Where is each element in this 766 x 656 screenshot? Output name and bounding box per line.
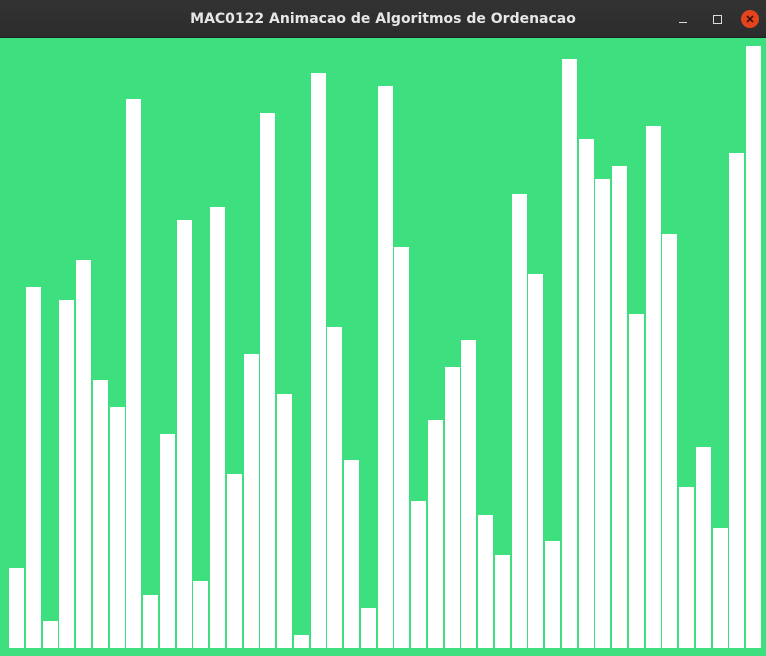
bar-17: [277, 394, 292, 648]
bar-15: [244, 354, 259, 648]
bar-33: [545, 541, 560, 648]
bar-2: [26, 287, 41, 648]
bar-3: [43, 621, 58, 648]
bar-30: [495, 555, 510, 648]
bar-29: [478, 515, 493, 648]
bar-44: [729, 153, 744, 648]
bar-45: [746, 46, 761, 648]
maximize-icon: [712, 14, 722, 24]
bar-26: [428, 420, 443, 648]
minimize-icon: [679, 21, 687, 23]
bar-24: [394, 247, 409, 648]
bar-36: [595, 179, 610, 648]
bar-34: [562, 59, 577, 648]
bar-43: [713, 528, 728, 648]
bar-4: [59, 300, 74, 648]
bar-8: [126, 99, 141, 648]
bar-14: [227, 474, 242, 648]
bar-21: [344, 460, 359, 648]
bar-39: [646, 126, 661, 648]
bar-10: [160, 434, 175, 648]
bar-38: [629, 314, 644, 648]
bar-40: [662, 234, 677, 648]
title-bar[interactable]: MAC0122 Animacao de Algoritmos de Ordena…: [0, 0, 766, 38]
bar-22: [361, 608, 376, 648]
bar-6: [93, 380, 108, 648]
bar-37: [612, 166, 627, 648]
bar-16: [260, 113, 275, 648]
window-title: MAC0122 Animacao de Algoritmos de Ordena…: [190, 11, 576, 27]
bar-20: [327, 327, 342, 648]
bar-41: [679, 487, 694, 648]
bar-12: [193, 581, 208, 648]
bar-11: [177, 220, 192, 648]
bar-27: [445, 367, 460, 648]
bar-32: [528, 274, 543, 648]
bar-1: [9, 568, 24, 648]
close-button[interactable]: [740, 9, 760, 29]
bar-42: [696, 447, 711, 648]
bar-25: [411, 501, 426, 648]
bar-13: [210, 207, 225, 648]
bar-19: [311, 73, 326, 648]
bar-35: [579, 139, 594, 648]
bar-5: [76, 260, 91, 648]
bar-18: [294, 635, 309, 648]
sorting-canvas: [0, 38, 766, 656]
bar-9: [143, 595, 158, 648]
bar-31: [512, 194, 527, 648]
bar-28: [461, 340, 476, 648]
bar-23: [378, 86, 393, 648]
maximize-button[interactable]: [707, 9, 727, 29]
bar-7: [110, 407, 125, 648]
close-icon: [741, 10, 759, 28]
minimize-button[interactable]: [673, 9, 693, 29]
